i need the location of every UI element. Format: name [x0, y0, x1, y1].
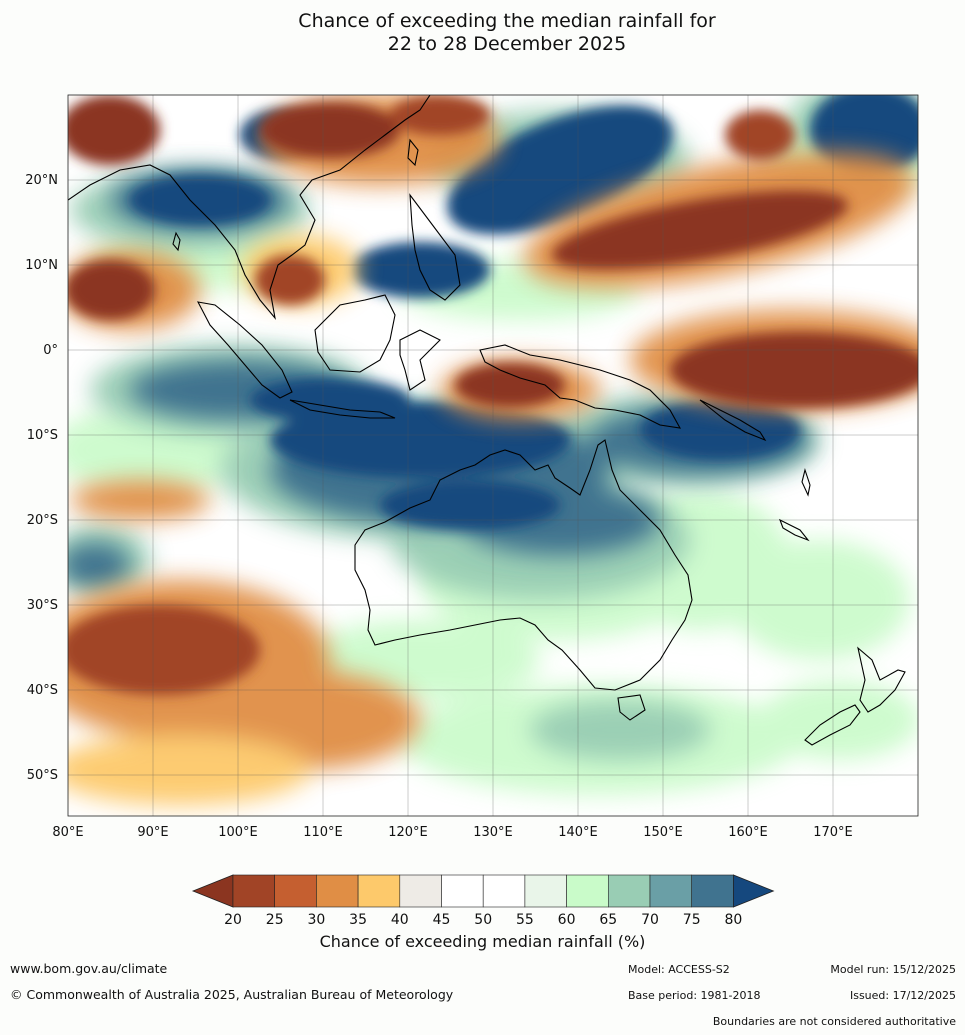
- vanuatu-coastline: [801, 468, 811, 497]
- solomon-islands-coastline: [699, 399, 767, 442]
- colorbar-tick-label: 55: [516, 912, 534, 928]
- colorbar-tick-label: 50: [474, 912, 492, 928]
- lon-label: 150°E: [643, 825, 683, 840]
- new-guinea-coastline: [479, 344, 682, 429]
- model-name: Model: ACCESS-S2: [628, 963, 730, 976]
- lat-label: 20°N: [25, 173, 58, 188]
- sulawesi-coastline: [399, 329, 441, 391]
- map-field: [68, 95, 918, 816]
- colorbar-tick-label: 65: [599, 912, 617, 928]
- colorbar-segment: [274, 874, 317, 908]
- lat-label: 30°S: [27, 598, 58, 613]
- lat-label: 50°S: [27, 768, 58, 783]
- lon-label: 90°E: [137, 825, 168, 840]
- philippines-coastline: [409, 193, 461, 301]
- colorbar-tick-label: 35: [349, 912, 367, 928]
- issued-date: Issued: 17/12/2025: [849, 989, 956, 1002]
- new-caledonia-coastline: [778, 518, 810, 542]
- colorbar-segment: [566, 874, 609, 908]
- colorbar-tick-label: 20: [224, 912, 242, 928]
- colorbar-segment: [649, 874, 693, 908]
- australia-coastline: [354, 439, 693, 691]
- copyright-text: © Commonwealth of Australia 2025, Austra…: [10, 987, 454, 1002]
- colorbar-under-arrow: [191, 874, 234, 908]
- colorbar-segments: [191, 874, 775, 908]
- sri-lanka-coastline: [172, 231, 181, 252]
- java-coastline: [289, 399, 396, 419]
- lat-label: 40°S: [27, 683, 58, 698]
- lon-label: 140°E: [558, 825, 598, 840]
- colorbar-tick-label: 40: [391, 912, 409, 928]
- colorbar-segment: [524, 874, 567, 908]
- lat-label: 20°S: [27, 513, 58, 528]
- asia-mainland-coastline: [68, 95, 431, 320]
- colorbar-tick-label: 25: [266, 912, 284, 928]
- colorbar-segment: [357, 874, 401, 908]
- tasmania-coastline: [617, 694, 646, 721]
- new-zealand-south-coastline: [804, 704, 861, 746]
- sumatra-coastline: [196, 301, 293, 399]
- map-border: [67, 94, 919, 817]
- colorbar-segment: [232, 874, 276, 908]
- lon-label: 80°E: [52, 825, 83, 840]
- lon-label: 120°E: [388, 825, 428, 840]
- taiwan-coastline: [407, 138, 419, 167]
- new-zealand-north-coastline: [857, 646, 906, 713]
- colorbar-ticks: 20 25 30 35 40 45 50 55 60 65 70 75 80: [224, 912, 742, 928]
- colorbar-segment: [316, 874, 359, 908]
- boundaries-disclaimer: Boundaries are not considered authoritat…: [712, 1015, 956, 1028]
- colorbar-tick-label: 75: [683, 912, 701, 928]
- colorbar-segment: [607, 874, 651, 908]
- model-run-date: Model run: 15/12/2025: [830, 963, 956, 976]
- lat-label: 10°N: [25, 258, 58, 273]
- lon-label: 100°E: [218, 825, 258, 840]
- lat-label: 0°: [43, 343, 58, 358]
- title-line-2: 22 to 28 December 2025: [387, 33, 627, 55]
- website-link[interactable]: www.bom.gov.au/climate: [10, 961, 168, 976]
- title-line-1: Chance of exceeding the median rainfall …: [298, 10, 716, 32]
- colorbar-segment: [691, 874, 734, 908]
- lon-label: 170°E: [813, 825, 853, 840]
- colorbar-segment: [441, 874, 484, 908]
- colorbar-tick-label: 80: [724, 912, 742, 928]
- colorbar-segment: [482, 874, 526, 908]
- colorbar-tick-label: 30: [307, 912, 325, 928]
- colorbar-tick-label: 45: [433, 912, 451, 928]
- colorbar-tick-label: 60: [558, 912, 576, 928]
- colorbar-segment: [399, 874, 442, 908]
- coastlines: [68, 95, 906, 746]
- lon-label: 130°E: [473, 825, 513, 840]
- lon-label: 160°E: [728, 825, 768, 840]
- chart-title: Chance of exceeding the median rainfall …: [0, 10, 965, 56]
- colorbar-tick-label: 70: [641, 912, 659, 928]
- colorbar-over-arrow: [733, 874, 775, 908]
- longitude-labels: 80°E 90°E 100°E 110°E 120°E 130°E 140°E …: [52, 825, 852, 840]
- rainfall-map: 20°N 10°N 0° 10°S 20°S 30°S 40°S 50°S 80…: [25, 94, 919, 840]
- colorbar-label: Chance of exceeding median rainfall (%): [319, 932, 646, 951]
- latitude-labels: 20°N 10°N 0° 10°S 20°S 30°S 40°S 50°S: [25, 173, 58, 783]
- lon-label: 110°E: [303, 825, 343, 840]
- lat-label: 10°S: [27, 428, 58, 443]
- map-gridlines: [68, 95, 918, 816]
- base-period: Base period: 1981-2018: [628, 989, 761, 1002]
- borneo-coastline: [314, 294, 396, 373]
